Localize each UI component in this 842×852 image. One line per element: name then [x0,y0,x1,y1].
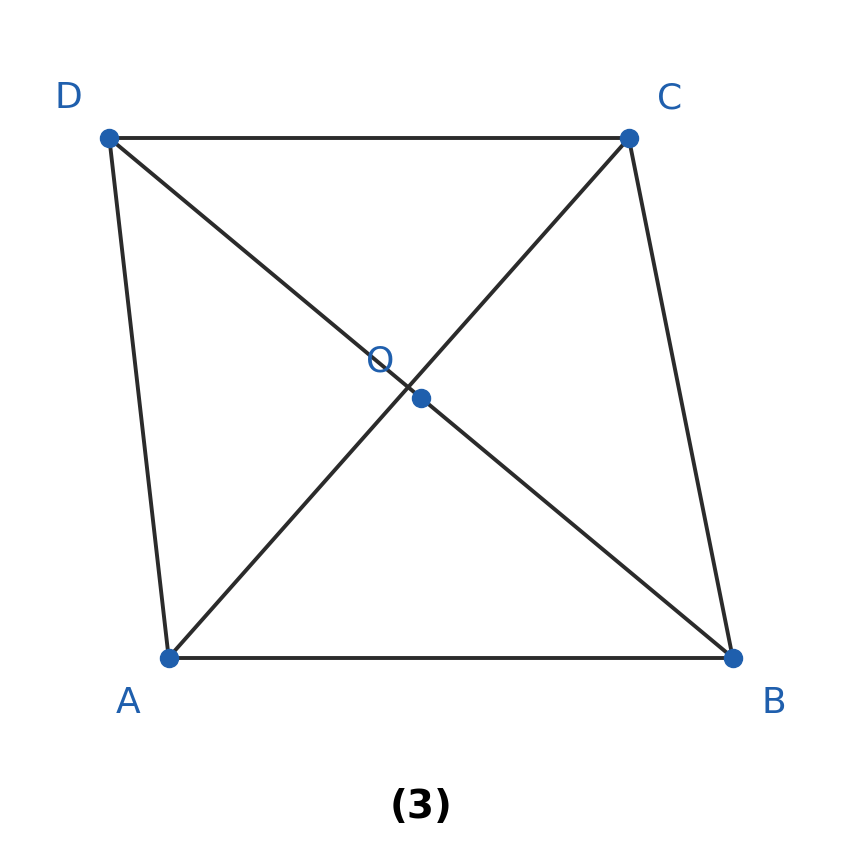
Text: (3): (3) [390,787,452,825]
Text: A: A [115,685,141,719]
Text: D: D [55,81,83,115]
Text: O: O [366,344,394,378]
Text: B: B [761,685,786,719]
Text: C: C [657,81,682,115]
